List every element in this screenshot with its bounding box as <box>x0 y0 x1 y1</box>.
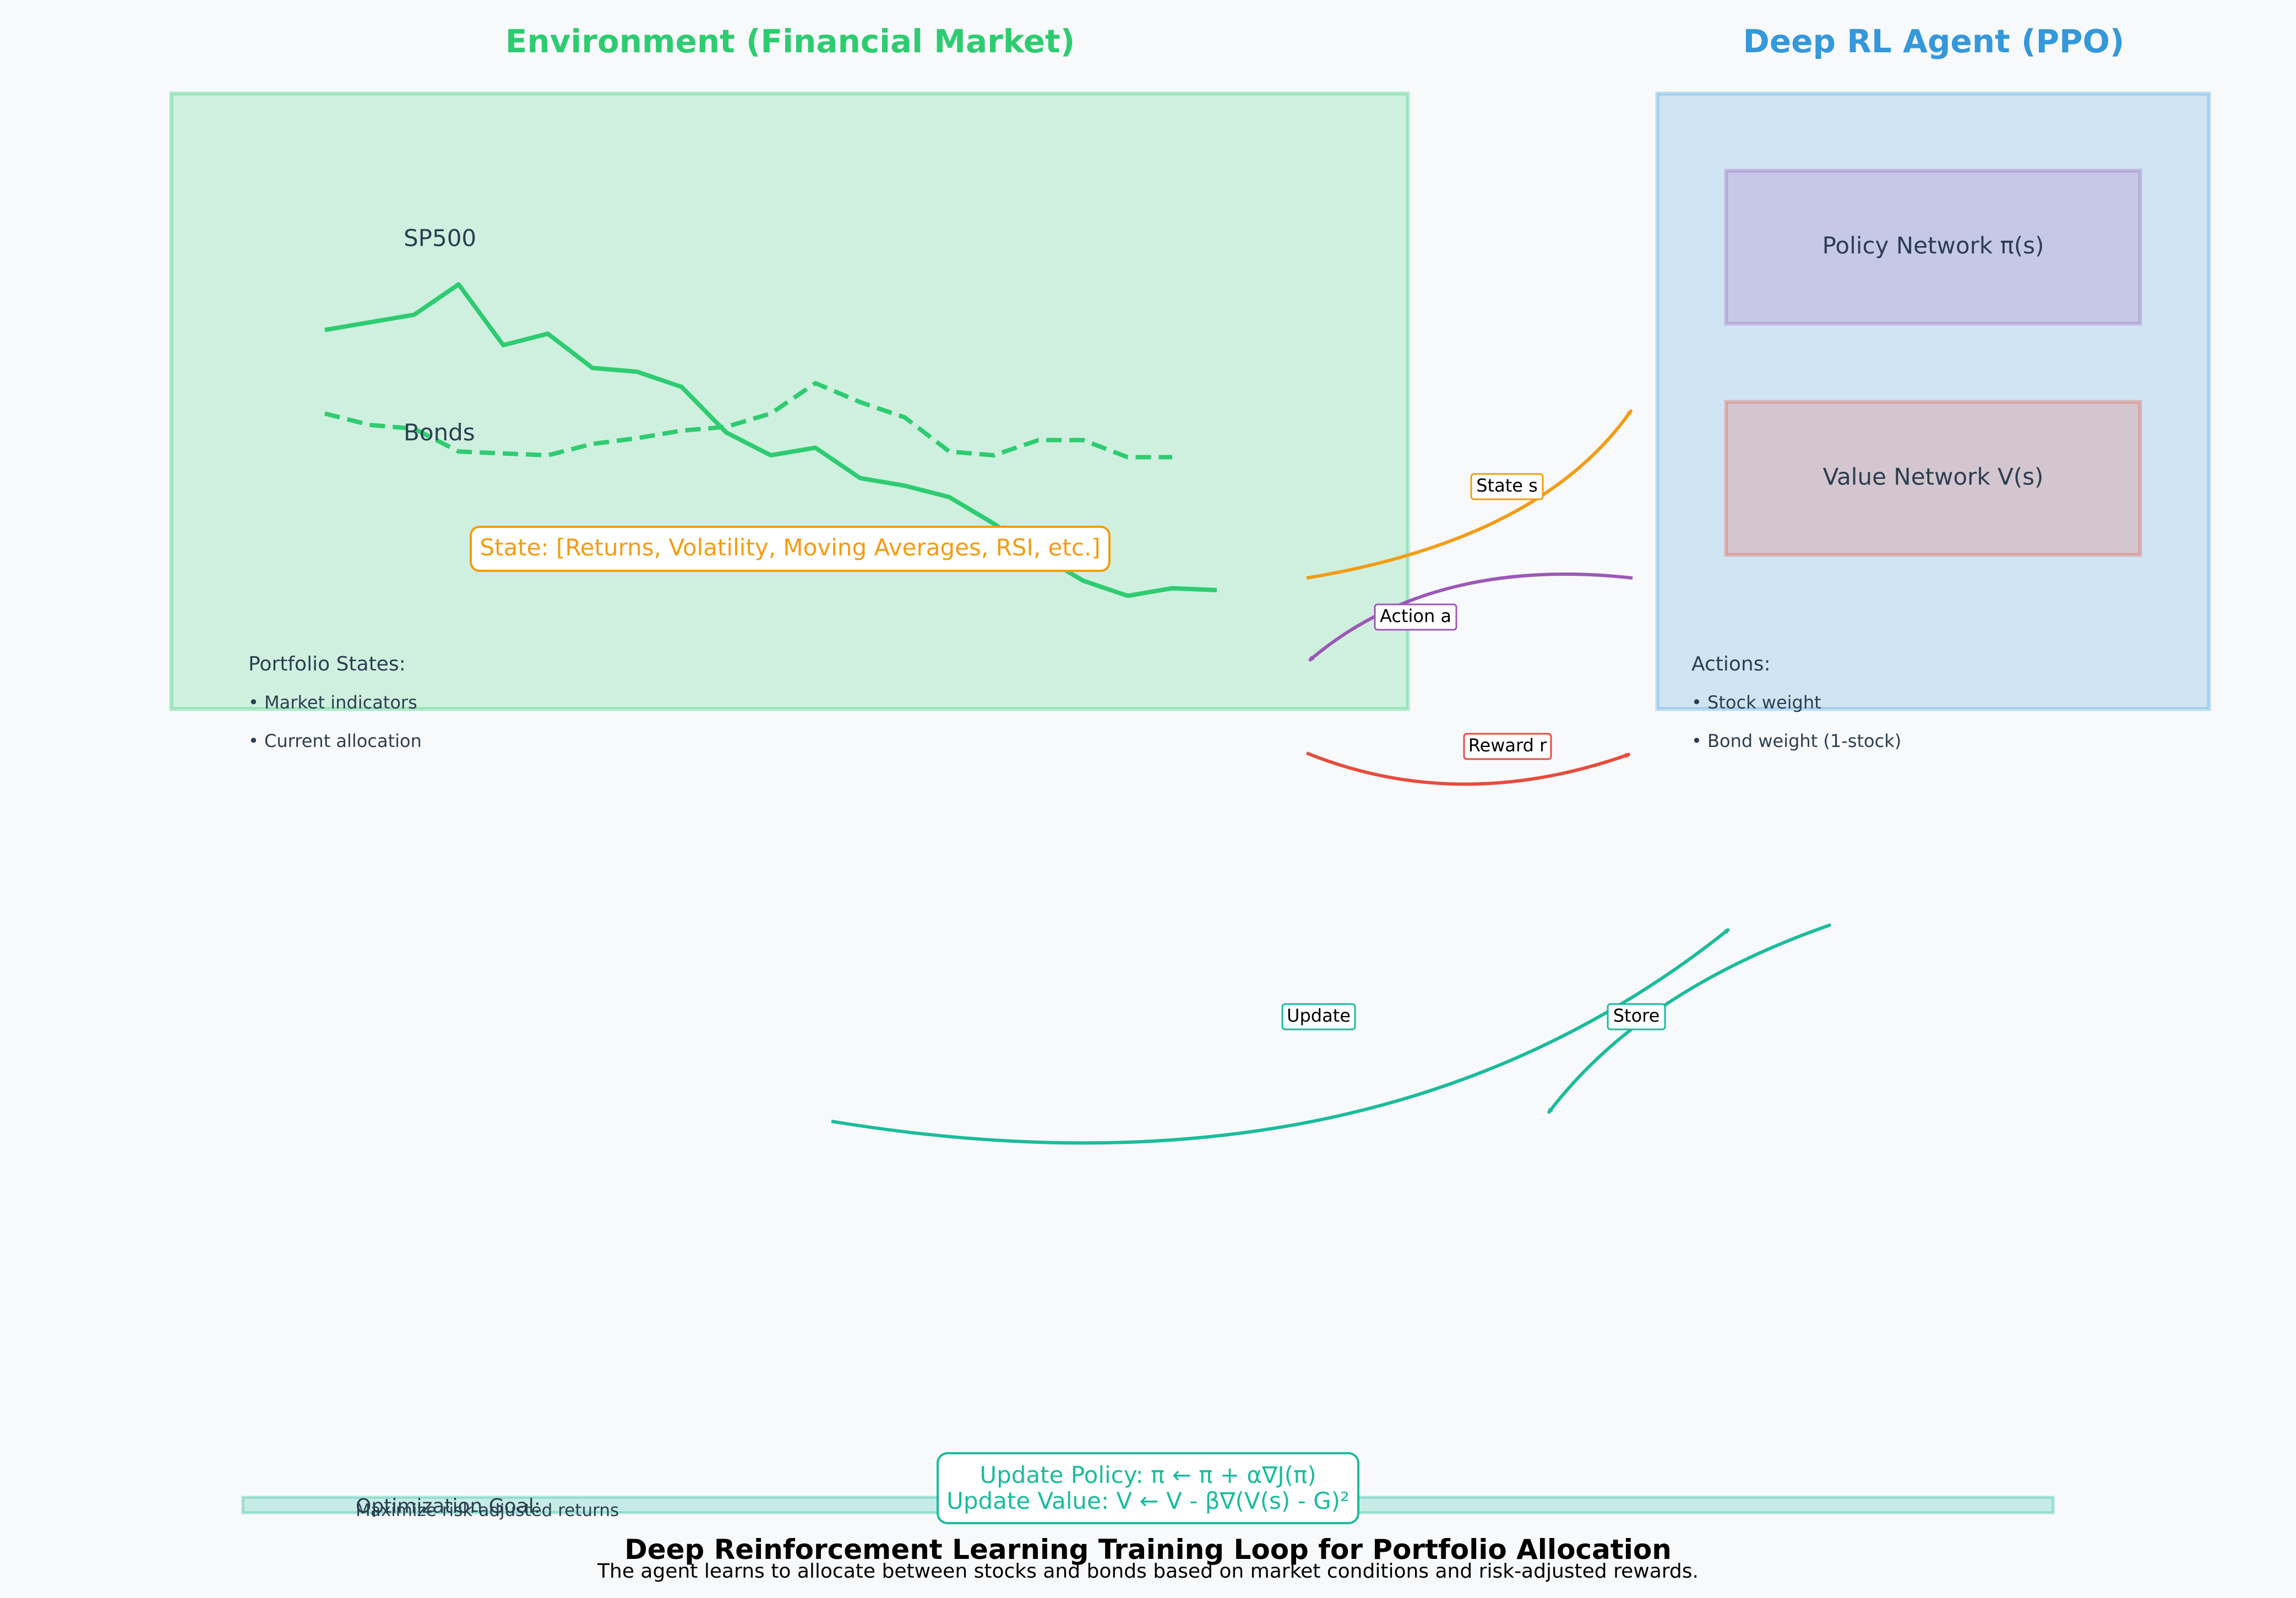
series-line-bonds <box>324 381 1172 460</box>
environment-title: Environment (Financial Market) <box>505 23 1075 60</box>
reward-arrow-label: Reward r <box>1468 735 1547 756</box>
reward-arrow <box>1305 751 1631 786</box>
update-arrow <box>831 928 1730 1145</box>
value-network-label: Value Network V(s) <box>1823 463 2044 490</box>
series-label-sp500: SP500 <box>404 225 476 252</box>
action-item-stock-weight: • Stock weight <box>1691 692 1821 713</box>
reward-arrow-tag <box>1463 733 1552 760</box>
agent-panel <box>1655 91 2211 711</box>
state-arrow-tag <box>1470 473 1544 500</box>
state-arrow-label: State s <box>1476 475 1538 496</box>
update-arrow-tag <box>1281 1003 1356 1030</box>
agent-title: Deep RL Agent (PPO) <box>1743 23 2125 60</box>
update-policy-equation: Update Policy: π ← π + α∇J(π) <box>980 1461 1316 1488</box>
portfolio-item-current-allocation: • Current allocation <box>248 730 422 751</box>
portfolio-states-heading: Portfolio States: <box>248 653 406 675</box>
update-value-equation: Update Value: V ← V - β∇(V(s) - G)² <box>946 1487 1350 1514</box>
state-vector-label: State: [Returns, Volatility, Moving Aver… <box>480 534 1100 561</box>
value-network-box <box>1724 400 2142 557</box>
optimization-goal-text: Maximize risk-adjusted returns <box>356 1501 619 1520</box>
state-vector-box <box>470 526 1111 572</box>
action-item-bond-weight: • Bond weight (1-stock) <box>1691 730 1901 751</box>
actions-heading: Actions: <box>1691 653 1771 675</box>
series-label-bonds: Bonds <box>404 419 475 446</box>
update-equations-box <box>937 1452 1359 1524</box>
state-arrow <box>1306 409 1633 580</box>
portfolio-item-market-indicators: • Market indicators <box>248 692 417 713</box>
diagram-title: Deep Reinforcement Learning Training Loo… <box>624 1534 1672 1566</box>
store-arrow <box>1547 923 1831 1114</box>
action-arrow-tag <box>1374 603 1457 631</box>
environment-panel <box>169 91 1410 711</box>
diagram-subtitle: The agent learns to allocate between sto… <box>597 1560 1699 1583</box>
optimization-goal-heading: Optimization Goal: <box>356 1495 541 1518</box>
update-arrow-label: Update <box>1287 1005 1351 1026</box>
policy-network-box <box>1724 168 2142 326</box>
store-arrow-tag <box>1607 1003 1666 1030</box>
action-arrow <box>1308 572 1633 662</box>
action-arrow-label: Action a <box>1380 606 1451 626</box>
store-arrow-label: Store <box>1613 1005 1660 1026</box>
policy-network-label: Policy Network π(s) <box>1822 232 2044 259</box>
